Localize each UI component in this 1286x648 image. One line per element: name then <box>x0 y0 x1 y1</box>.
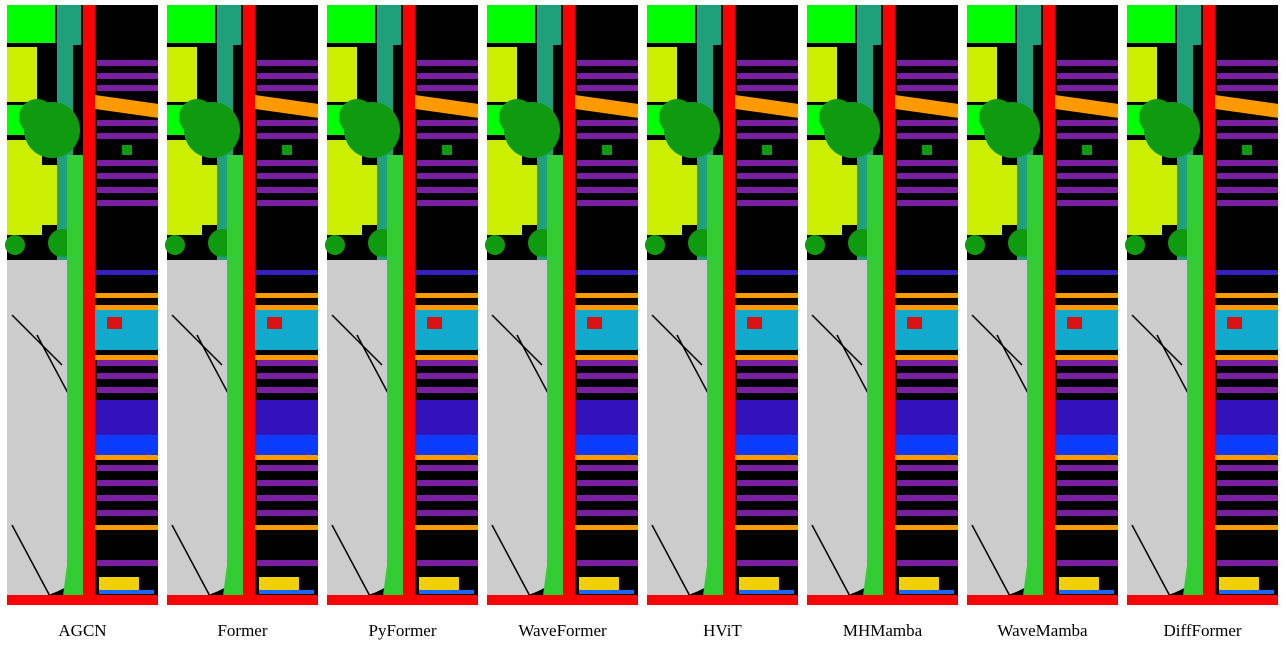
caption: Former <box>217 621 267 640</box>
classification-map <box>325 5 478 605</box>
caption: HViT <box>703 621 742 640</box>
classification-map <box>645 5 798 605</box>
classification-map <box>5 5 158 605</box>
page: AGCN Former PyFormer WaveFormer HViT MHMamba W… <box>0 0 1286 648</box>
classification-map <box>965 5 1118 605</box>
classification-map <box>165 5 318 605</box>
caption: PyFormer <box>369 621 437 640</box>
caption: WaveFormer <box>518 621 607 640</box>
classification-map <box>805 5 958 605</box>
caption: DiffFormer <box>1163 621 1241 640</box>
classification-map <box>1125 5 1278 605</box>
caption: MHMamba <box>843 621 923 640</box>
caption: AGCN <box>58 621 106 640</box>
figure: AGCN Former PyFormer WaveFormer HViT MHMamba W… <box>0 0 1286 648</box>
classification-map <box>485 5 638 605</box>
caption: WaveMamba <box>997 621 1088 640</box>
